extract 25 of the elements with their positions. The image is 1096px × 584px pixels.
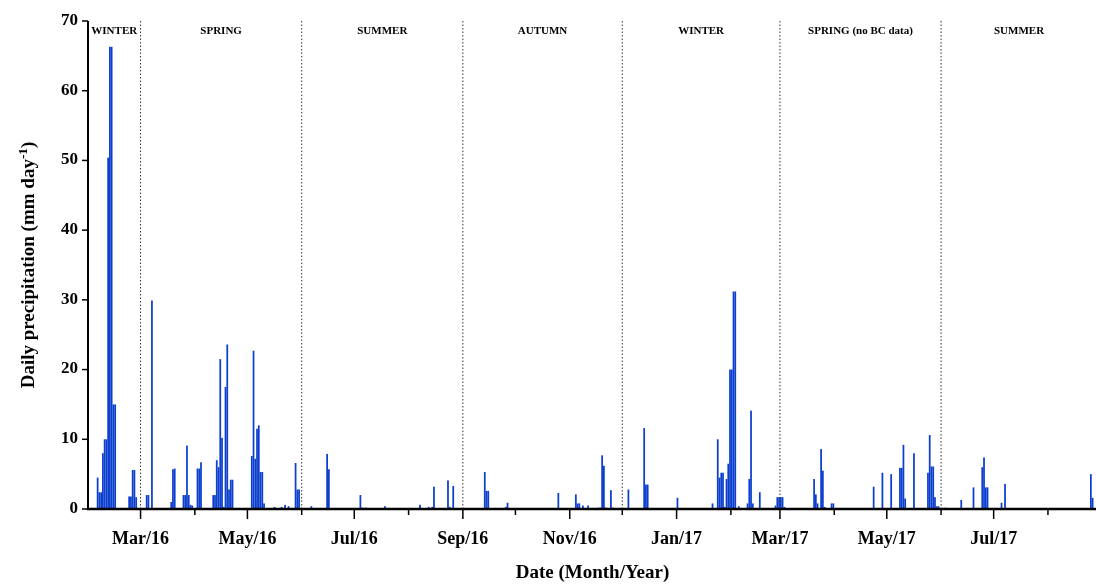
annotation: WINTER (91, 23, 139, 36)
annotation: SUMMER (357, 23, 409, 36)
y-tick-label: 10 (61, 428, 78, 448)
x-tick-label: Sep/16 (437, 528, 489, 548)
annotation: WINTER (678, 23, 726, 36)
y-tick-label: 60 (61, 79, 78, 99)
annotation: AUTUMN (517, 23, 568, 36)
x-tick-label: Jul/17 (970, 528, 1018, 548)
x-tick-label: Jul/16 (330, 528, 378, 548)
y-tick-label: 30 (61, 288, 78, 308)
x-tick-label: Mar/16 (112, 528, 170, 548)
x-axis-title: Date (Month/Year) (515, 561, 670, 583)
x-tick-label: Jan/17 (651, 528, 703, 548)
x-tick-label: Nov/16 (542, 528, 597, 548)
y-tick-label: 70 (61, 9, 78, 29)
y-tick-label: 40 (61, 219, 78, 239)
annotation: SUMMER (993, 23, 1046, 36)
x-tick-label: May/17 (857, 528, 916, 548)
x-tick-label: May/16 (218, 528, 277, 548)
y-tick-label: 20 (61, 358, 78, 378)
annotation: SPRING (200, 23, 243, 36)
annotation: SPRING (no BC data) (808, 23, 914, 37)
y-tick-label: 50 (61, 149, 78, 169)
x-tick-label: Mar/17 (751, 528, 809, 548)
y-tick-label: 0 (69, 497, 78, 517)
